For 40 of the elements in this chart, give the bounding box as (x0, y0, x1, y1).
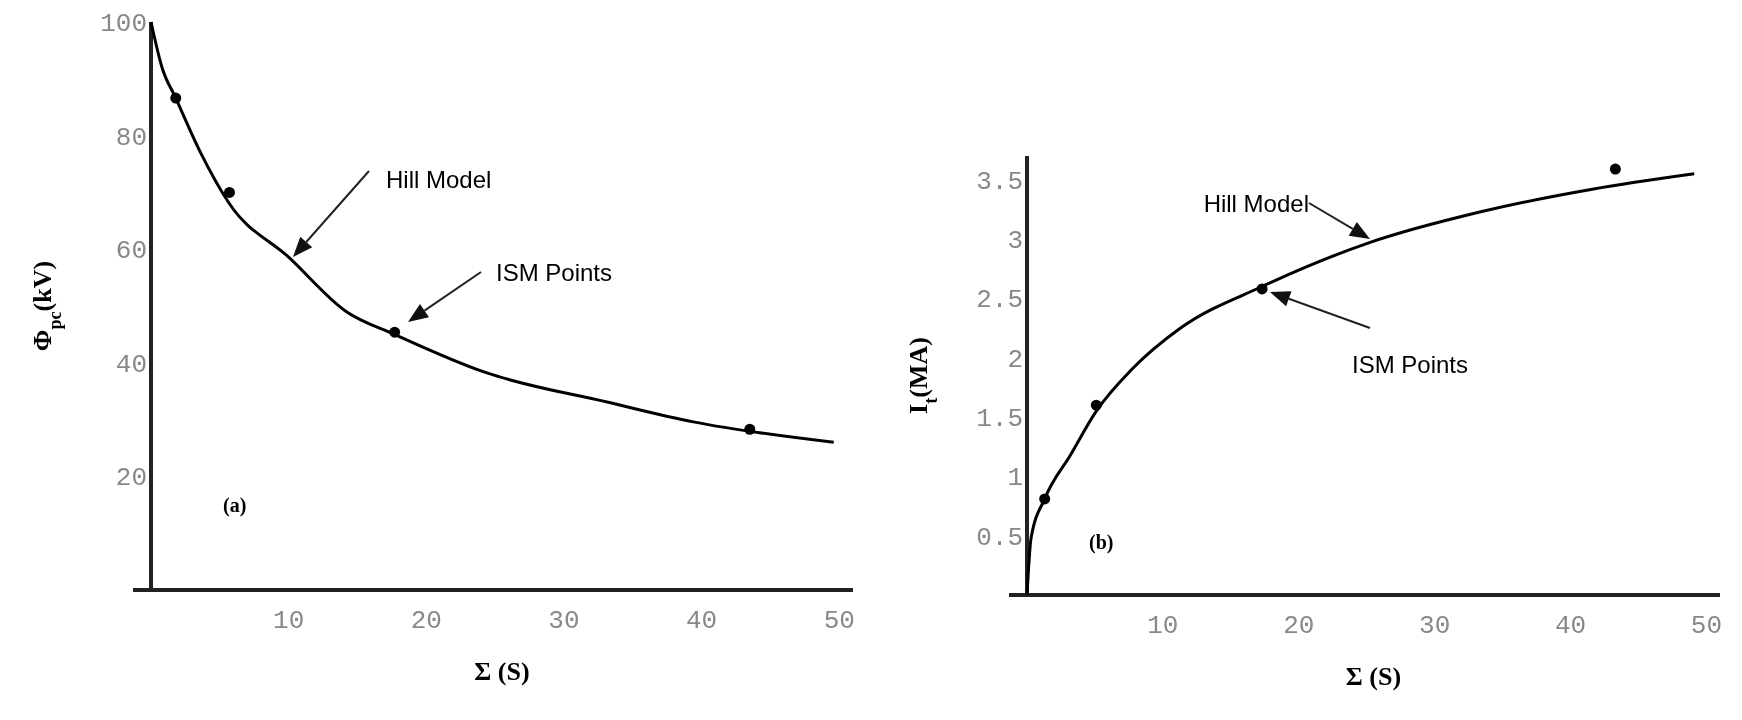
x-axis-title: Σ (S) (474, 657, 530, 686)
point (1609, 163, 1621, 175)
annotation: Hill Model (1203, 190, 1309, 217)
line-series (149, 20, 836, 444)
y-tick-label: 80 (115, 122, 147, 153)
line-series (1025, 172, 1696, 597)
x-tick-label: 30 (548, 606, 580, 636)
annotation: (a) (223, 494, 247, 517)
x-tick-label: 20 (410, 606, 442, 636)
y-tick-label: 2.5 (976, 285, 1023, 316)
x-tick-label: 50 (823, 606, 855, 636)
y-tick-label: 20 (115, 463, 147, 494)
point (744, 423, 756, 435)
y-tick-label: 1 (1007, 463, 1023, 494)
y-tick-label: 100 (100, 9, 147, 39)
y-tick-label: 0.5 (976, 522, 1023, 553)
x-tick-label: 50 (1690, 611, 1723, 641)
y-tick-label: 60 (115, 236, 147, 267)
x-tick-label: 10 (1147, 611, 1179, 641)
point (1090, 399, 1102, 411)
x-axis-title: Σ (S) (1345, 662, 1402, 691)
x-tick-label: 40 (1554, 611, 1587, 641)
annotation: ISM Points (496, 259, 613, 286)
annotation: Hill Model (386, 166, 492, 193)
x-tick-label: 40 (685, 606, 718, 636)
x-tick-label: 20 (1283, 611, 1315, 641)
y-tick-label: 3 (1007, 226, 1023, 257)
point (1256, 283, 1268, 295)
y-tick-label: 40 (115, 349, 147, 380)
x-tick-label: 30 (1419, 611, 1451, 641)
y-tick-label: 3.5 (976, 166, 1023, 197)
y-tick-label: 2 (1007, 344, 1023, 375)
annotation: ISM Points (1352, 351, 1469, 378)
y-tick-label: 1.5 (976, 404, 1023, 435)
point (1039, 493, 1051, 505)
point (223, 186, 235, 198)
x-tick-label: 10 (273, 606, 305, 636)
point (389, 326, 401, 338)
point (170, 92, 182, 104)
annotation: (b) (1089, 531, 1114, 554)
